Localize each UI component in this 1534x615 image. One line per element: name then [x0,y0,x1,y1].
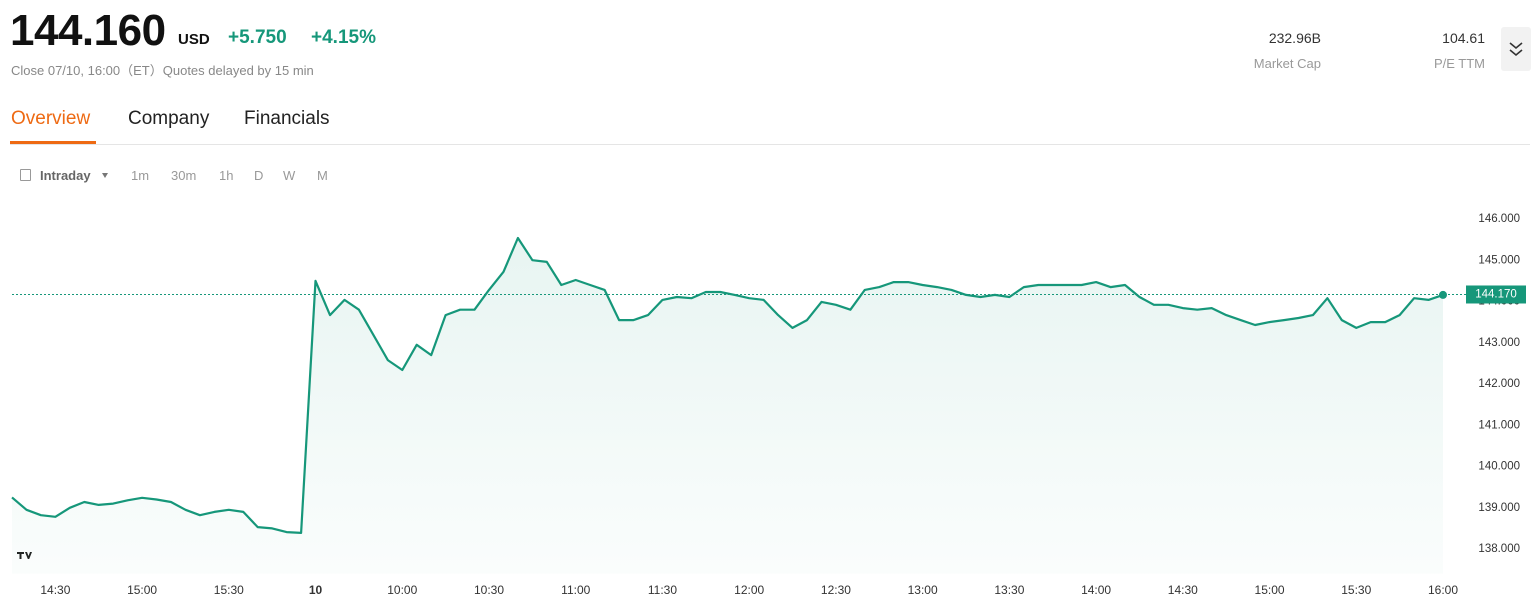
y-tick-label: 142.000 [1478,378,1520,390]
tab-indicator [10,141,96,144]
period-button[interactable]: 1m [131,168,150,183]
x-tick-label: 15:00 [127,583,157,597]
stat-value: 104.61 [1442,30,1485,46]
y-tick-label: 140.000 [1478,461,1520,473]
quote-status: Close 07/10, 16:00（ET）Quotes delayed by … [11,63,314,78]
x-tick-label: 14:00 [1081,583,1111,597]
y-tick-label: 138.000 [1478,543,1520,555]
x-tick-label: 13:30 [994,583,1024,597]
period-button[interactable]: 1h [219,168,234,183]
period-button[interactable]: 30m [171,168,197,183]
period-button[interactable]: Intraday [40,168,91,183]
x-tick-label: 16:00 [1428,583,1458,597]
currency: USD [178,31,210,48]
x-tick-label: 14:30 [1168,583,1198,597]
tab[interactable]: Overview [11,108,91,129]
separator [10,144,1530,145]
intraday-icon [20,169,31,181]
x-tick-label: 15:00 [1255,583,1285,597]
x-tick-label: 11:00 [561,583,590,597]
last-price-label: 144.170 [1475,289,1517,301]
period-button[interactable]: D [254,168,264,183]
stat-value: 232.96B [1268,30,1321,46]
x-tick-label: 13:00 [908,583,938,597]
x-tick-label: 12:30 [821,583,851,597]
dropdown-caret [102,173,108,178]
y-tick-label: 146.000 [1478,213,1520,225]
change: +5.750 [228,27,287,48]
stat-label: Market Cap [1253,56,1321,71]
last-price-box [1466,285,1526,304]
stat-label: P/E TTM [1433,56,1485,71]
price-line [11,236,1444,534]
x-tick-label: 10:30 [474,583,504,597]
y-tick-label: 145.000 [1478,254,1520,266]
x-tick-label: 12:00 [734,583,764,597]
x-tick-label: 15:30 [1341,583,1371,597]
change-percent: +4.15% [311,27,376,48]
tab[interactable]: Financials [244,108,330,129]
x-tick-label: 10 [309,583,323,597]
y-tick-label: 141.000 [1478,419,1520,431]
x-tick-label: 11:30 [648,583,677,597]
y-tick-label: 143.000 [1478,337,1520,349]
last-point [1439,290,1447,299]
period-button[interactable]: W [283,168,296,183]
period-button[interactable]: M [317,168,328,183]
price: 144.160 [10,6,166,55]
y-tick-label: 139.000 [1478,502,1520,514]
x-tick-label: 10:00 [387,583,417,597]
expand-button[interactable] [1501,27,1531,71]
x-tick-label: 14:30 [40,583,70,597]
area [12,238,1443,574]
x-tick-label: 15:30 [214,583,244,597]
tab[interactable]: Company [128,108,210,129]
